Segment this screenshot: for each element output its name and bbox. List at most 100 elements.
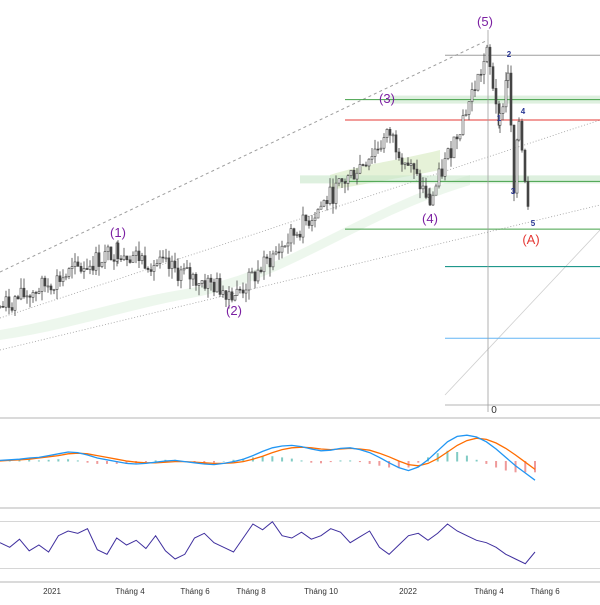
x-tick-label: Tháng 4	[474, 587, 504, 596]
candle-body	[325, 200, 329, 204]
candle-body	[418, 173, 422, 190]
candle-body	[212, 281, 216, 293]
candle-body	[149, 269, 153, 272]
candle-body	[319, 205, 323, 210]
candle-body	[437, 168, 441, 187]
macd-histogram-bar	[524, 461, 527, 473]
candle-body	[227, 291, 231, 300]
candle-body	[277, 251, 281, 254]
wave-label: (5)	[477, 14, 493, 29]
macd-histogram-bar	[281, 457, 284, 462]
macd-histogram-bar	[436, 453, 439, 462]
candle-body	[520, 120, 524, 151]
candle-body	[458, 134, 462, 140]
candle-body	[76, 261, 80, 267]
macd-histogram-bar	[465, 455, 468, 462]
candle-body	[146, 267, 150, 270]
candle-body	[265, 256, 269, 259]
candle-body	[106, 246, 110, 253]
candle-body	[158, 256, 162, 264]
candle-body	[161, 256, 165, 259]
wave-label: 5	[531, 219, 536, 228]
candle-body	[376, 148, 380, 151]
candle-body	[188, 267, 192, 280]
candle-body	[328, 186, 332, 204]
candle-body	[421, 185, 425, 190]
macd-histogram-bar	[368, 461, 371, 464]
candle-body	[268, 257, 272, 268]
candle-body	[34, 292, 38, 294]
candle-body	[22, 287, 26, 298]
candle-body	[119, 258, 123, 261]
macd-histogram-bar	[86, 461, 89, 463]
candle-body	[479, 73, 483, 76]
candle-body	[73, 261, 77, 268]
macd-histogram-bar	[475, 459, 478, 462]
candle-body	[88, 265, 92, 270]
candle-body	[476, 73, 480, 91]
candle-body	[7, 296, 11, 308]
candle-body	[49, 285, 53, 291]
candle-body	[464, 114, 468, 116]
macd-histogram-bar	[320, 461, 322, 464]
candle-body	[491, 66, 495, 89]
candle-body	[173, 260, 177, 269]
macd-histogram-bar	[106, 461, 108, 464]
candle-body	[4, 296, 8, 308]
macd-histogram-bar	[446, 450, 449, 462]
candle-body	[415, 168, 419, 174]
candle-body	[43, 277, 47, 287]
candle-body	[13, 296, 17, 311]
macd-histogram-bar	[222, 461, 225, 462]
candle-body	[412, 163, 416, 170]
candle-body	[452, 136, 456, 159]
macd-histogram-bar	[456, 452, 459, 462]
candle-body	[473, 89, 477, 91]
candle-body	[176, 267, 180, 281]
candle-body	[122, 255, 126, 260]
candle-body	[388, 129, 392, 136]
candle-body	[370, 156, 374, 160]
candle-body	[509, 72, 513, 126]
macd-histogram-bar	[349, 460, 352, 462]
candle-body	[482, 60, 486, 75]
level-band	[300, 175, 600, 184]
candle-body	[292, 228, 296, 236]
candle-body	[103, 251, 107, 263]
macd-histogram-bar	[67, 459, 70, 462]
candle-body	[134, 250, 138, 256]
candle-body	[501, 106, 505, 114]
candle-body	[346, 175, 350, 184]
candle-body	[10, 307, 14, 311]
x-tick-label: 2022	[399, 587, 417, 596]
candle-body	[262, 256, 266, 273]
candle-body	[504, 80, 508, 108]
candle-body	[316, 208, 320, 219]
candle-body	[58, 275, 62, 282]
candle-body	[322, 200, 326, 207]
candle-body	[355, 172, 359, 180]
macd-histogram-bar	[96, 461, 99, 464]
macd-histogram-bar	[242, 458, 245, 462]
macd-histogram-bar	[310, 461, 313, 463]
candle-body	[443, 158, 447, 177]
wave-label: (1)	[110, 225, 126, 240]
candle-body	[440, 168, 444, 177]
wave-label: (2)	[226, 303, 242, 318]
x-tick-label: Tháng 6	[530, 587, 560, 596]
candle-body	[286, 242, 290, 247]
candle-body	[19, 287, 23, 300]
candle-body	[137, 250, 141, 262]
projection-line	[444, 229, 600, 396]
candle-body	[164, 257, 168, 260]
candle-body	[358, 164, 362, 174]
macd-histogram-bar	[57, 459, 60, 462]
candle-body	[52, 289, 56, 291]
candle-body	[428, 193, 432, 206]
x-tick-label: Tháng 10	[304, 587, 338, 596]
candle-body	[304, 214, 308, 222]
candle-body	[461, 115, 465, 135]
candle-body	[61, 277, 65, 282]
candle-body	[498, 113, 502, 126]
macd-histogram-bar	[18, 460, 21, 462]
